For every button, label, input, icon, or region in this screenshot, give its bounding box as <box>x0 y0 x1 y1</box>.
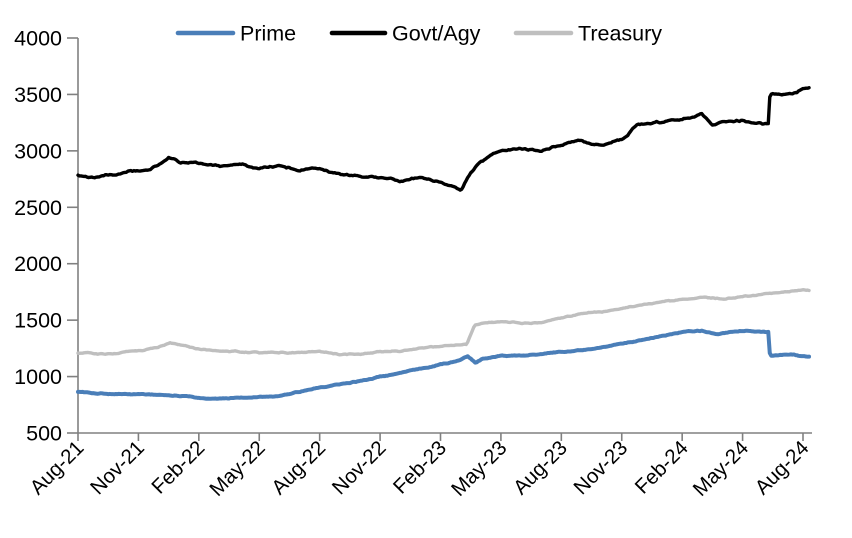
series-line-treasury <box>76 288 811 357</box>
y-tick-label: 4000 <box>14 27 62 51</box>
series-line-govt-agy <box>76 86 811 192</box>
y-tick-label: 2500 <box>14 196 62 220</box>
chart-axes: 5001000150020002500300035004000Aug-21Nov… <box>14 27 813 501</box>
legend-label: Prime <box>240 22 296 46</box>
y-tick-label: 500 <box>26 422 62 446</box>
x-tick-label: Feb-23 <box>389 436 451 498</box>
y-tick-label: 3000 <box>14 139 62 163</box>
x-tick-label: Aug-23 <box>509 436 572 499</box>
x-tick-label: Nov-23 <box>569 436 632 499</box>
x-tick-label: Aug-22 <box>267 436 330 499</box>
legend-label: Govt/Agy <box>392 22 481 46</box>
legend-item-treasury: Treasury <box>513 22 662 46</box>
x-tick-label: May-24 <box>689 436 754 501</box>
chart-plot <box>76 86 812 401</box>
y-tick-label: 2000 <box>14 252 62 276</box>
x-tick-label: Nov-21 <box>86 436 149 499</box>
series-line-prime <box>76 328 812 401</box>
legend-item-prime: Prime <box>175 22 296 46</box>
x-tick-label: May-22 <box>205 436 270 501</box>
legend-item-govt-agy: Govt/Agy <box>329 22 481 46</box>
legend-label: Treasury <box>578 22 662 46</box>
x-tick-label: Aug-24 <box>751 436 814 499</box>
x-tick-label: Aug-21 <box>26 436 89 499</box>
x-tick-label: Feb-22 <box>147 436 209 498</box>
y-tick-label: 3500 <box>14 83 62 107</box>
y-tick-label: 1500 <box>14 309 62 333</box>
x-tick-label: May-23 <box>447 436 512 501</box>
x-tick-label: Feb-24 <box>630 436 692 498</box>
y-tick-label: 1000 <box>14 365 62 389</box>
x-tick-label: Nov-22 <box>328 436 391 499</box>
chart-legend: Prime Govt/Agy Treasury <box>175 22 662 46</box>
